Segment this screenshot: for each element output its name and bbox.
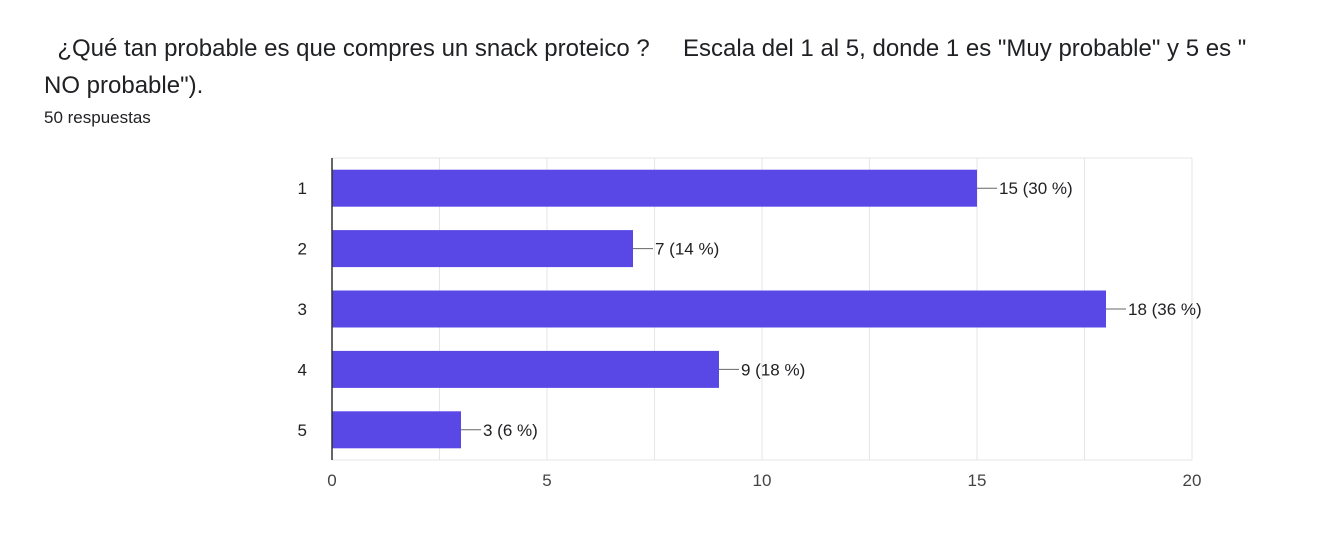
data-label-5: 3 (6 %): [483, 421, 538, 440]
category-label-5: 5: [298, 421, 307, 440]
x-tick-label: 10: [753, 471, 772, 490]
category-label-2: 2: [298, 240, 307, 259]
category-label-4: 4: [298, 360, 307, 379]
data-label-1: 15 (30 %): [999, 179, 1073, 198]
bar-2: [332, 230, 633, 268]
bars: [332, 169, 1106, 449]
x-tick-label: 15: [968, 471, 987, 490]
x-tick-label: 5: [542, 471, 551, 490]
bar-3: [332, 290, 1106, 328]
bar-5: [332, 411, 461, 449]
axes: 1 2 3 4 5 0 5 10 15 20: [298, 158, 1202, 490]
data-labels: 15 (30 %) 7 (14 %) 18 (36 %) 9 (18 %) 3 (6 %…: [461, 179, 1202, 440]
bar-1: [332, 169, 977, 207]
x-tick-label: 0: [327, 471, 336, 490]
question-title: ¿Qué tan probable es que compres un snac…: [44, 35, 1253, 99]
data-label-4: 9 (18 %): [741, 360, 805, 379]
data-label-2: 7 (14 %): [655, 240, 719, 259]
category-label-3: 3: [298, 300, 307, 319]
x-tick-label: 20: [1183, 471, 1202, 490]
response-count: 50 respuestas: [44, 108, 151, 127]
data-label-3: 18 (36 %): [1128, 300, 1202, 319]
category-label-1: 1: [298, 179, 307, 198]
bar-4: [332, 350, 719, 388]
